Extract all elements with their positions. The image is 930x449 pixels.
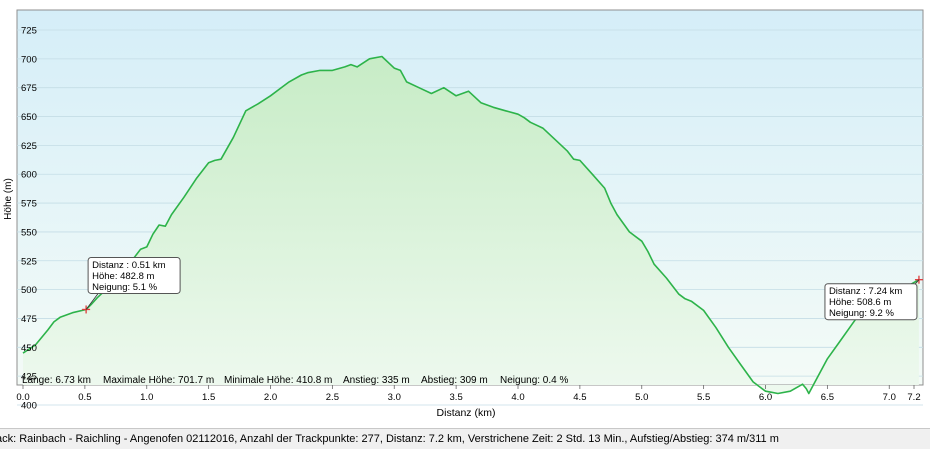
y-tick-label: 550: [21, 227, 37, 238]
y-tick-label: 675: [21, 83, 37, 94]
summary-ascent: Anstieg: 335 m: [343, 375, 410, 386]
y-axis-label: Höhe (m): [3, 178, 14, 220]
x-tick-label: 5.0: [635, 392, 648, 403]
y-axis-ticks: 400 425 450 475 500 525 550 575 600 625 650 675 700 7…: [21, 26, 37, 412]
x-tick-label: 7.0: [883, 392, 896, 403]
y-tick-label: 600: [21, 170, 37, 181]
y-tick-label: 700: [21, 54, 37, 65]
marker-tooltip-line: Neigung: 5.1 %: [92, 282, 158, 293]
status-bar: ack: Rainbach - Raichling - Angenofen 02…: [0, 428, 930, 449]
x-tick-label: 3.5: [450, 392, 463, 403]
marker-tooltip-line: Höhe: 482.8 m: [92, 271, 154, 282]
summary-max-elevation: Maximale Höhe: 701.7 m: [103, 375, 214, 386]
x-tick-label: 5.5: [697, 392, 710, 403]
x-tick-label: 3.0: [388, 392, 401, 403]
summary-grade: Neigung: 0.4 %: [500, 375, 568, 386]
x-tick-label: 1.5: [202, 392, 215, 403]
summary-length: Länge: 6.73 km: [22, 375, 91, 386]
summary-row: Länge: 6.73 km Maximale Höhe: 701.7 m Mi…: [22, 375, 568, 386]
x-tick-label: 6.5: [821, 392, 834, 403]
y-tick-label: 425: [21, 372, 37, 383]
marker-tooltip-box: [824, 283, 918, 321]
elevation-profile-chart: 400 425 450 475 500 525 550 575 600 625 650 675 700 7…: [0, 0, 930, 428]
marker-leader: [85, 293, 99, 310]
x-axis-ticks: 0.0 0.5 1.0 1.5 2.0 2.5 3.0 3.5 4.0 4.5 5.0 5.5 6.0 6…: [16, 385, 921, 403]
x-axis-label: Distanz (km): [437, 407, 496, 419]
x-tick-label: 4.0: [511, 392, 524, 403]
x-tick-label: 2.5: [326, 392, 339, 403]
status-bar-text: ack: Rainbach - Raichling - Angenofen 02…: [0, 433, 779, 445]
x-tick-label: 0.5: [78, 392, 91, 403]
elevation-line: [22, 55, 920, 395]
summary-descent: Abstieg: 309 m: [421, 375, 488, 386]
y-tick-label: 525: [21, 256, 37, 267]
marker-tooltip-line: Distanz : 7.24 km: [829, 286, 902, 297]
x-tick-label: 0.0: [16, 392, 29, 403]
x-tick-label: 4.5: [573, 392, 586, 403]
marker-tooltip-line: Distanz : 0.51 km: [92, 260, 165, 271]
y-tick-label: 725: [21, 26, 37, 37]
y-tick-label: 575: [21, 199, 37, 210]
marker-tooltip-box: [87, 256, 181, 294]
y-tick-label: 400: [21, 401, 37, 412]
marker-tooltip-line: Höhe: 508.6 m: [829, 297, 891, 308]
y-tick-label: 450: [21, 343, 37, 354]
x-tick-label: 2.0: [264, 392, 277, 403]
x-tick-label: 6.0: [759, 392, 772, 403]
summary-min-elevation: Minimale Höhe: 410.8 m: [224, 375, 332, 386]
y-tick-label: 500: [21, 285, 37, 296]
x-tick-label: 7.2: [907, 392, 920, 403]
y-tick-label: 625: [21, 141, 37, 152]
elevation-area-fill: [23, 56, 919, 394]
x-tick-label: 1.0: [140, 392, 153, 403]
y-tick-label: 475: [21, 314, 37, 325]
marker-tooltip-line: Neigung: 9.2 %: [829, 308, 895, 319]
y-tick-label: 650: [21, 112, 37, 123]
